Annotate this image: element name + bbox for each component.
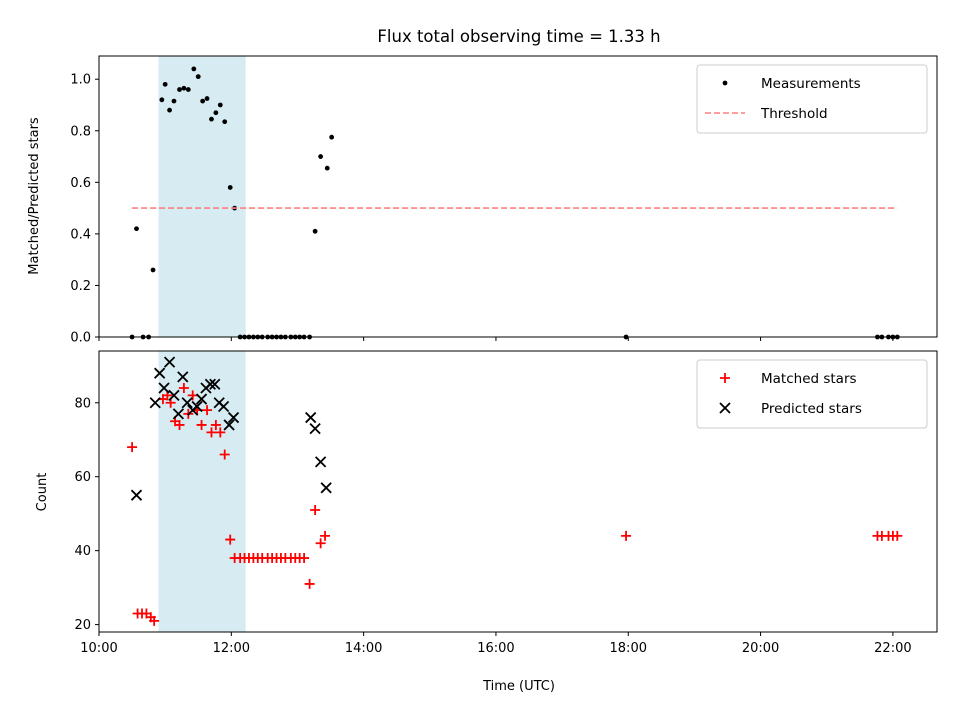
matched-stars-point <box>206 427 217 438</box>
legend-measurement-swatch <box>722 80 728 86</box>
legend-predicted-swatch <box>719 402 731 414</box>
measurement-point <box>134 226 139 232</box>
shaded-interval <box>158 56 246 337</box>
measurement-point <box>191 66 197 72</box>
axes-frame <box>98 350 938 633</box>
matched-stars-point <box>187 390 198 401</box>
matched-stars-point <box>320 530 331 541</box>
measurement-point <box>204 96 210 101</box>
matched-stars-point <box>219 449 230 460</box>
y-tick-label: 40 <box>74 544 91 559</box>
measurement-point <box>195 74 201 80</box>
predicted-stars-point <box>163 356 176 368</box>
measurement-point <box>217 102 223 108</box>
x-tick-label: 16:00 <box>477 641 514 656</box>
measurement-point <box>167 107 172 113</box>
matched-stars-point <box>215 427 226 438</box>
measurement-point <box>171 98 177 104</box>
predicted-stars-point <box>227 411 240 424</box>
matched-stars-point <box>210 419 221 430</box>
matched-stars-point <box>892 530 903 541</box>
legend-box <box>696 64 928 134</box>
predicted-stars-point <box>149 397 161 409</box>
predicted-stars-point <box>130 489 143 501</box>
predicted-stars-point <box>191 400 203 413</box>
x-tick-label: 20:00 <box>742 641 779 656</box>
predicted-stars-point <box>177 371 189 383</box>
legend-label: Measurements <box>761 76 861 92</box>
measurement-point <box>213 110 219 116</box>
matched-stars-point <box>299 553 310 564</box>
predicted-stars-point <box>195 393 208 405</box>
count-panel: Count Time (UTC) 10:00 12:00 14:00 16:00 18:… <box>35 350 938 694</box>
predicted-stars-point <box>209 378 221 390</box>
y-tick-label: 1.0 <box>70 73 91 88</box>
y-tick-label: 60 <box>74 470 91 485</box>
measurement-point <box>200 98 206 104</box>
measurement-point <box>318 154 324 159</box>
predicted-stars-point <box>223 419 235 431</box>
measurement-point <box>324 165 330 171</box>
predicted-stars-point <box>314 456 327 468</box>
predicted-stars-point <box>158 382 170 394</box>
measurement-point <box>159 97 165 103</box>
y-tick-label: 0.8 <box>70 124 91 139</box>
ratio-panel: Matched/Predicted stars 0.0 0.2 0.4 0.6 0.8 1… <box>27 55 938 346</box>
matched-stars-point <box>149 615 160 626</box>
figure-title: Flux total observing time = 1.33 h <box>377 27 660 46</box>
x-tick-label: 18:00 <box>610 641 647 656</box>
legend-label: Predicted stars <box>761 401 862 417</box>
measurement-point <box>181 85 187 91</box>
predicted-stars-point <box>172 408 185 420</box>
legend-label: Matched stars <box>761 371 857 387</box>
matched-stars-point <box>202 405 213 416</box>
measurement-point <box>185 87 191 92</box>
matched-stars-point <box>315 538 326 549</box>
ratio-y-axis-label: Matched/Predicted stars <box>27 117 42 275</box>
matched-stars-point <box>621 530 632 541</box>
predicted-stars-point <box>305 411 317 424</box>
y-tick-label: 20 <box>74 618 91 633</box>
legend-label: Threshold <box>760 106 828 122</box>
legend-matched-swatch <box>720 373 730 383</box>
measurement-point <box>222 119 228 125</box>
matched-stars-point <box>174 419 185 430</box>
predicted-stars-point <box>181 397 193 409</box>
predicted-stars-point <box>204 378 217 390</box>
matched-stars-point <box>304 578 315 589</box>
measurement-point <box>177 87 182 92</box>
predicted-stars-point <box>154 367 166 379</box>
x-tick-label: 14:00 <box>345 641 382 656</box>
x-tick-label: 12:00 <box>213 641 250 656</box>
x-tick-label: 22:00 <box>874 641 911 656</box>
count-y-axis-label: Count <box>35 473 50 512</box>
measurement-point <box>227 185 233 190</box>
y-tick-label: 0.2 <box>70 279 91 294</box>
measurement-point <box>329 134 335 140</box>
matched-stars-point <box>127 442 138 453</box>
x-tick-label: 10:00 <box>80 641 117 656</box>
predicted-stars-point <box>320 482 332 494</box>
legend-box <box>696 359 928 429</box>
matched-stars-point <box>310 504 321 515</box>
x-axis-label: Time (UTC) <box>482 679 555 694</box>
matched-stars-point <box>178 382 189 393</box>
y-tick-label: 0.6 <box>70 176 91 191</box>
matched-stars-point <box>225 534 236 545</box>
measurement-point <box>150 267 156 273</box>
axes-frame <box>98 55 938 338</box>
predicted-stars-point <box>168 389 180 402</box>
measurement-point <box>162 81 168 87</box>
matched-stars-point <box>196 419 207 430</box>
predicted-stars-point <box>217 400 230 413</box>
measurement-point <box>312 228 318 234</box>
y-tick-label: 0.0 <box>70 331 91 346</box>
predicted-stars-point <box>309 423 321 435</box>
y-tick-label: 0.4 <box>70 227 91 242</box>
measurement-point <box>209 116 214 122</box>
y-tick-label: 80 <box>74 396 91 411</box>
